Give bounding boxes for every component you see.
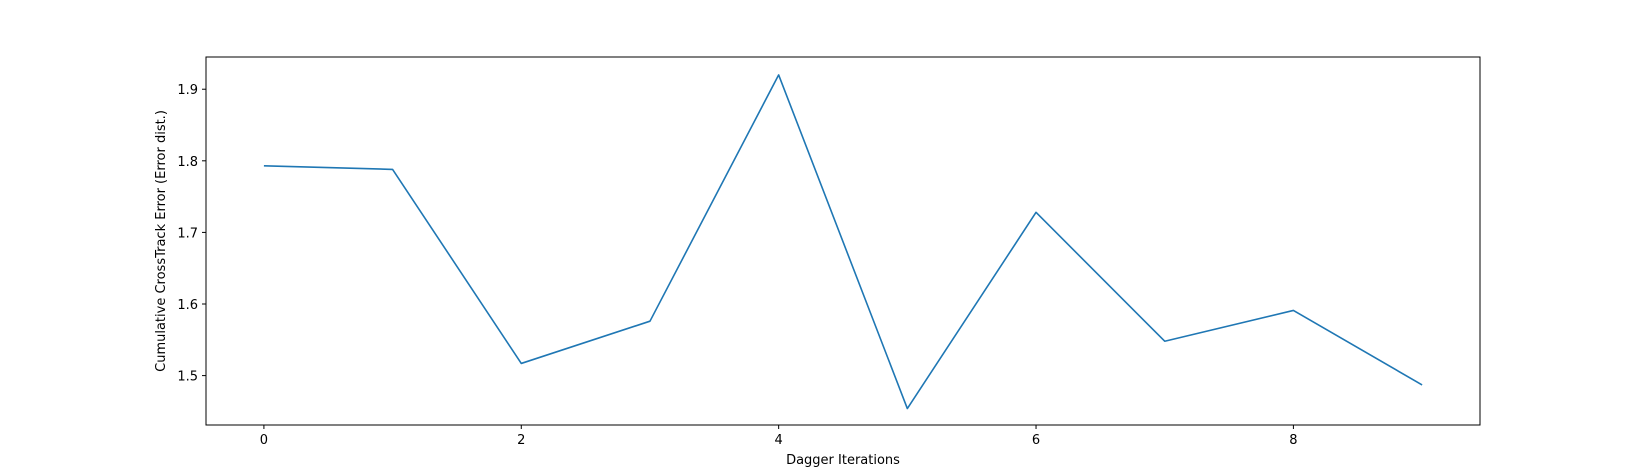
y-tick-label: 1.8 bbox=[177, 155, 198, 170]
y-axis-label: Cumulative CrossTrack Error (Error dist.… bbox=[154, 110, 169, 372]
y-tick-label: 1.9 bbox=[177, 83, 198, 98]
y-tick-label: 1.7 bbox=[177, 226, 198, 241]
plot-frame bbox=[205, 56, 1481, 426]
x-tick-label: 4 bbox=[775, 433, 783, 448]
x-tick-label: 0 bbox=[260, 433, 268, 448]
x-tick-label: 8 bbox=[1289, 433, 1297, 448]
y-tick-label: 1.6 bbox=[177, 298, 198, 313]
series-layer bbox=[263, 74, 1423, 410]
x-tick-label: 6 bbox=[1032, 433, 1040, 448]
y-axis-ticks: 1.5 1.6 1.7 1.8 1.9 bbox=[177, 83, 206, 385]
x-tick-label: 2 bbox=[517, 433, 525, 448]
series-line-error bbox=[263, 74, 1423, 410]
x-axis-label: Dagger Iterations bbox=[786, 453, 900, 468]
y-tick-label: 1.5 bbox=[177, 370, 198, 385]
x-axis-ticks: 0 2 4 6 8 bbox=[260, 425, 1298, 448]
